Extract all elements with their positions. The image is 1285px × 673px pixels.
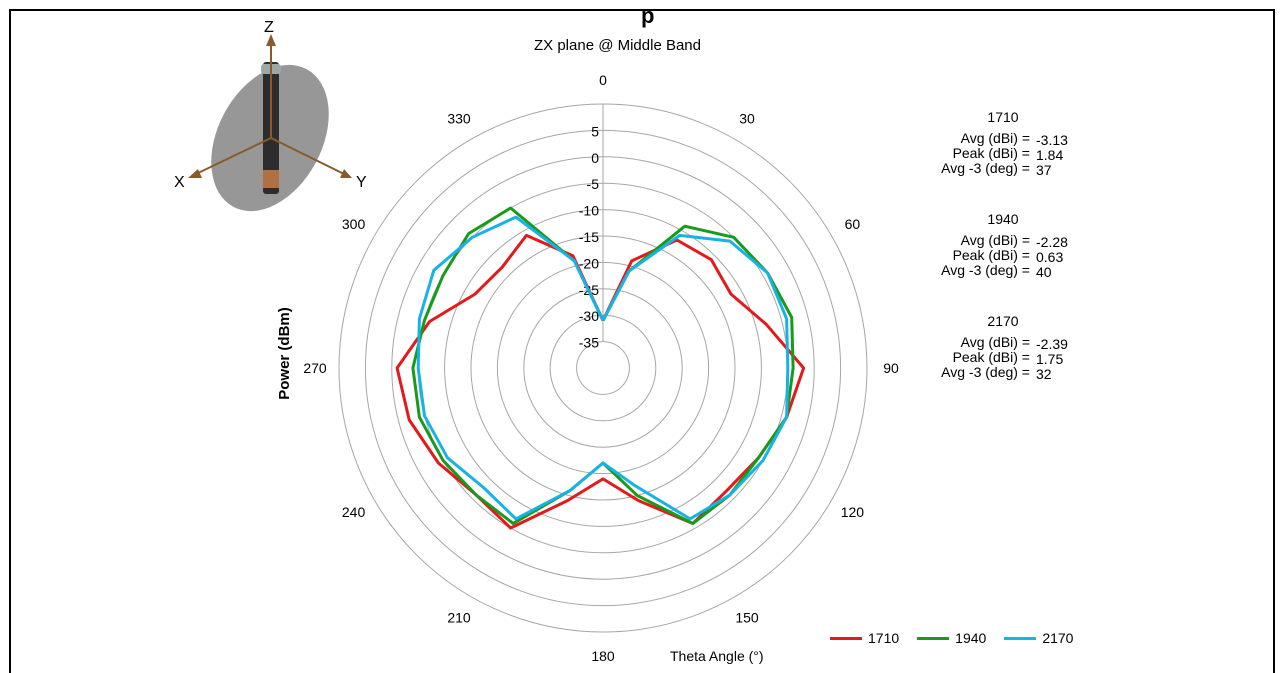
angle-tick-label: 60 — [845, 216, 861, 232]
radial-tick-label: -20 — [579, 255, 599, 271]
chart-frame: p — [9, 3, 1275, 673]
angle-tick-label: 300 — [342, 216, 366, 232]
stats-band: 2170 — [987, 313, 1019, 329]
avg-value: -2.28 — [1036, 234, 1068, 250]
radial-tick-label: 5 — [591, 123, 599, 139]
angle-tick-label: 240 — [342, 504, 366, 520]
legend-item-1710: 1710 — [830, 630, 899, 646]
legend-swatch — [1004, 636, 1037, 640]
radial-tick-label: -10 — [579, 203, 599, 219]
legend-label: 2170 — [1042, 630, 1074, 646]
angle-tick-label: 270 — [303, 360, 327, 376]
legend-label: 1710 — [868, 630, 900, 646]
angle-tick-label: 210 — [447, 609, 471, 625]
y-axis-label: Y — [356, 174, 367, 191]
x-axis-label: X — [174, 174, 185, 191]
avg-label: Avg (dBi) = — [960, 232, 1030, 248]
avg-label: Avg (dBi) = — [960, 130, 1030, 146]
y-axis-line — [270, 137, 345, 175]
peak-value: 1.84 — [1036, 147, 1064, 163]
deg-value: 37 — [1036, 162, 1052, 178]
x-axis-arrow — [188, 169, 202, 178]
stats-band: 1710 — [987, 109, 1019, 125]
peak-label: Peak (dBi) = — [952, 349, 1030, 365]
deg-label: Avg -3 (deg) = — [941, 160, 1030, 176]
legend-swatch — [917, 636, 950, 640]
angle-tick-label: 120 — [841, 504, 865, 520]
radial-tick-label: -35 — [579, 335, 599, 351]
radial-tick-label: -15 — [579, 229, 599, 245]
peak-label: Peak (dBi) = — [952, 145, 1030, 161]
deg-label: Avg -3 (deg) = — [941, 262, 1030, 278]
legend-label: 1940 — [955, 630, 987, 646]
series-line-1710 — [395, 233, 806, 530]
legend-item-2170: 2170 — [1004, 630, 1073, 646]
angle-tick-label: 180 — [591, 648, 615, 664]
avg-value: -3.13 — [1036, 132, 1068, 148]
peak-value: 1.75 — [1036, 351, 1064, 367]
stats-block-1710: 1710 Avg (dBi) = -3.13 Peak (dBi) = 1.84 A… — [910, 109, 1096, 178]
y-axis-arrow — [340, 169, 352, 178]
deg-value: 32 — [1036, 366, 1052, 382]
deg-label: Avg -3 (deg) = — [941, 364, 1030, 380]
radial-tick-label: -30 — [579, 308, 599, 324]
angle-tick-label: 0 — [599, 72, 607, 88]
angle-tick-label: 330 — [447, 111, 471, 127]
angle-tick-label: 150 — [735, 609, 759, 625]
antenna-connector — [263, 170, 279, 188]
legend-swatch — [830, 636, 862, 640]
stats-block-1940: 1940 Avg (dBi) = -2.28 Peak (dBi) = 0.63 A… — [910, 211, 1096, 280]
stats-band: 1940 — [987, 211, 1019, 227]
peak-label: Peak (dBi) = — [952, 247, 1030, 263]
legend-item-1940: 1940 — [917, 630, 986, 646]
angular-axis-title: Theta Angle (°) — [670, 648, 764, 664]
peak-value: 0.63 — [1036, 249, 1064, 265]
antenna-axes-illustration: Z X Y — [174, 20, 367, 212]
z-axis-label: Z — [264, 20, 274, 36]
avg-value: -2.39 — [1036, 336, 1068, 352]
deg-value: 40 — [1036, 264, 1052, 280]
stats-block-2170: 2170 Avg (dBi) = -2.39 Peak (dBi) = 1.75 A… — [910, 313, 1096, 382]
angle-tick-label: 90 — [883, 360, 899, 376]
radial-axis-title: Power (dBm) — [275, 307, 293, 400]
z-axis-arrow — [266, 34, 276, 46]
avg-label: Avg (dBi) = — [960, 334, 1030, 350]
legend: 1710 1940 2170 — [830, 630, 1091, 646]
radial-tick-label: 0 — [591, 150, 599, 166]
series-line-2170 — [416, 215, 790, 521]
radial-tick-label: -5 — [587, 176, 600, 192]
x-axis-line — [195, 137, 272, 175]
chart-title: ZX plane @ Middle Band — [534, 37, 701, 54]
angle-tick-label: 30 — [739, 111, 755, 127]
